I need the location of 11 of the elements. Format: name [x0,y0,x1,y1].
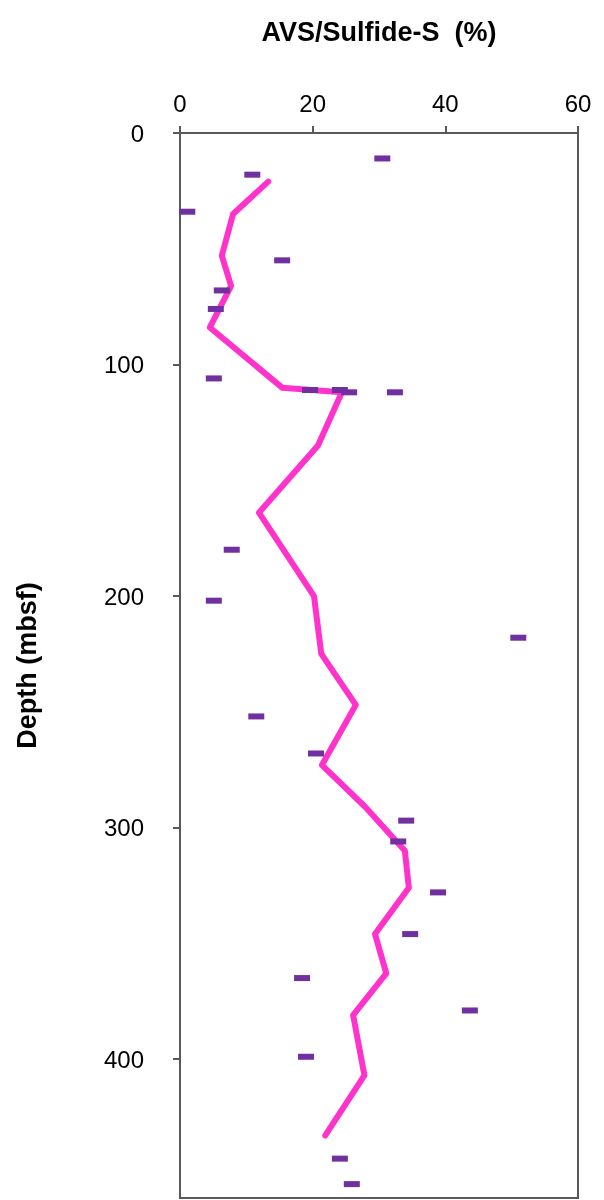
y-tick-label: 100 [103,351,144,379]
y-tick-label: 0 [130,119,144,147]
y-axis-title: Depth (mbsf) [11,582,42,749]
x-tick-label: 20 [299,89,327,117]
x-tick-label: 40 [431,89,459,117]
x-tick-label: 60 [564,89,592,117]
x-tick-label: 0 [173,89,187,117]
x-axis-title: AVS/Sulfide-S (%) [261,16,497,47]
y-tick-label: 200 [103,582,144,610]
y-tick-label: 300 [103,814,144,842]
y-tick-label: 400 [103,1045,144,1073]
